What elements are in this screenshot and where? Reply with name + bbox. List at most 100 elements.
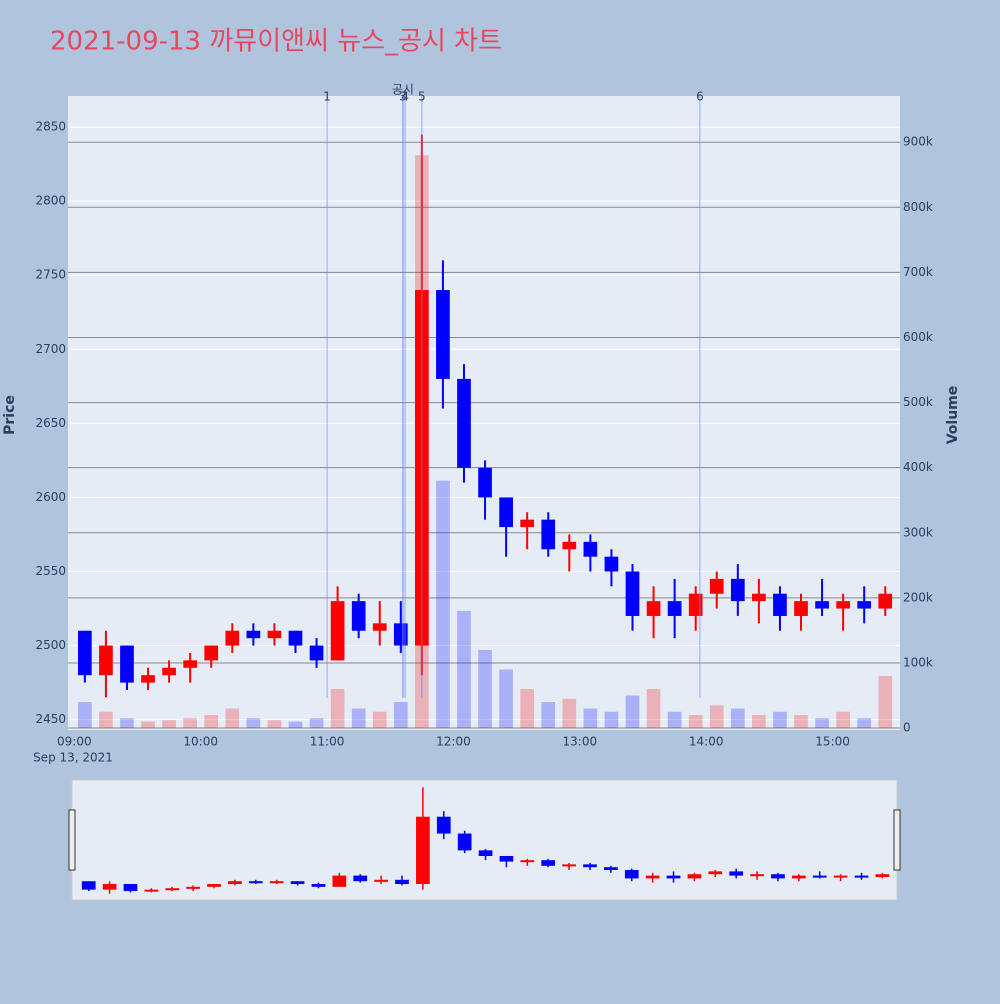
y-tick-label: 2700 — [35, 342, 66, 356]
event-label: 공시 — [392, 83, 414, 97]
candle-body — [541, 519, 556, 550]
candle-body — [688, 593, 703, 616]
candle-body — [225, 630, 240, 646]
volume-bar — [709, 705, 724, 729]
candle-body — [141, 675, 155, 683]
candle-body — [183, 660, 198, 668]
volume-bar — [499, 669, 513, 729]
y2-tick-label: 0 — [903, 721, 911, 735]
volume-bar — [267, 720, 282, 729]
volume-bar — [183, 718, 198, 729]
candle-body — [815, 601, 829, 609]
candle-body — [667, 601, 682, 616]
y2-tick-label: 300k — [903, 525, 933, 539]
candle-body — [773, 593, 787, 616]
x-tick-label: 09:00 — [57, 735, 92, 749]
candle-body — [267, 630, 282, 639]
y-tick-label: 2850 — [35, 120, 66, 134]
candle-body — [709, 578, 724, 594]
x-tick-label: 11:00 — [310, 735, 345, 749]
event-label: 4 — [401, 90, 409, 104]
y-tick-label: 2450 — [35, 712, 66, 726]
y-axis-title: Price — [2, 395, 18, 435]
candle-body — [372, 623, 387, 631]
event-label: 5 — [418, 90, 426, 104]
range-slider[interactable] — [71, 779, 898, 901]
y2-tick-label: 800k — [903, 200, 933, 214]
event-label: 1 — [323, 90, 331, 104]
volume-bar — [351, 708, 366, 729]
x-tick-label: 12:00 — [436, 735, 471, 749]
volume-bar — [520, 688, 535, 729]
candle-body — [436, 290, 450, 379]
candle-body — [604, 556, 619, 572]
x-tick-label: 15:00 — [815, 735, 850, 749]
event-label: 6 — [696, 90, 704, 104]
slider-handle[interactable] — [893, 809, 901, 871]
y-tick-label: 2650 — [35, 416, 66, 430]
volume-bar — [836, 711, 850, 729]
candle-body — [351, 601, 366, 631]
candle-body — [583, 541, 598, 557]
candle-body — [625, 571, 640, 616]
y-tick-label: 2800 — [35, 194, 66, 208]
volume-bar — [436, 480, 450, 729]
volume-bar — [120, 718, 134, 729]
candle-body — [730, 578, 745, 602]
x-tick-label: 14:00 — [689, 735, 724, 749]
y2-tick-label: 700k — [903, 265, 933, 279]
candle-body — [120, 645, 134, 683]
candle-body — [309, 645, 324, 661]
event-label: 3 — [399, 90, 407, 104]
volume-bar — [204, 715, 219, 729]
volume-bar — [794, 715, 808, 729]
y-tick-label: 2550 — [35, 564, 66, 578]
candle-body — [288, 630, 303, 646]
y-tick-label: 2600 — [35, 490, 66, 504]
volume-bar — [225, 708, 240, 729]
x-tick-label: 13:00 — [563, 735, 598, 749]
slider-handle[interactable] — [68, 809, 76, 871]
volume-bar — [562, 698, 577, 729]
candle-body — [836, 601, 850, 609]
volume-bar — [773, 711, 787, 729]
volume-bar — [878, 675, 893, 729]
volume-bar — [162, 720, 176, 729]
y2-axis-title: Volume — [945, 386, 961, 445]
volume-bar — [667, 711, 682, 729]
chart-title: 2021-09-13 까뮤이앤씨 뉴스_공시 차트 — [50, 27, 502, 57]
candle-body — [78, 630, 92, 676]
y2-tick-label: 600k — [903, 330, 933, 344]
volume-bar — [688, 715, 703, 729]
volume-bar — [246, 718, 261, 729]
volume-bar — [604, 711, 619, 729]
volume-bar — [309, 718, 324, 729]
volume-bar — [288, 721, 303, 729]
candle-body — [794, 601, 808, 616]
volume-bar — [857, 718, 872, 729]
volume-bar — [330, 688, 345, 729]
candle-body — [562, 541, 577, 550]
candle-body — [162, 667, 176, 676]
y2-tick-label: 200k — [903, 590, 933, 604]
volume-bar — [646, 688, 661, 729]
candle-body — [857, 601, 872, 609]
candle-body — [878, 593, 893, 609]
volume-bar — [99, 711, 113, 729]
candle-body — [752, 593, 766, 602]
y-tick-label: 2750 — [35, 268, 66, 282]
volume-bar — [372, 711, 387, 729]
candle-body — [246, 630, 261, 639]
volume-bar — [583, 708, 598, 729]
volume-bar — [625, 695, 640, 729]
candle-body — [646, 601, 661, 616]
y2-tick-label: 400k — [903, 460, 933, 474]
candle-body — [478, 467, 492, 498]
volume-bar — [752, 715, 766, 729]
x-tick-label: 10:00 — [183, 735, 218, 749]
volume-bar — [141, 721, 155, 729]
plot-area — [68, 96, 900, 730]
volume-bar — [730, 708, 745, 729]
y2-tick-label: 100k — [903, 655, 933, 669]
